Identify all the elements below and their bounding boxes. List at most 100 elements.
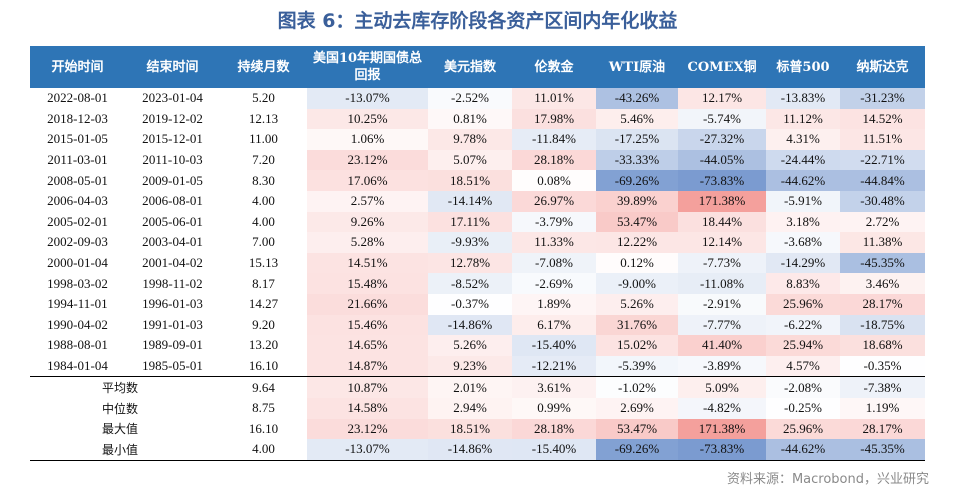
column-header: 纳斯达克: [840, 46, 925, 88]
table-cell: -9.00%: [596, 273, 678, 294]
table-cell: 5.07%: [428, 149, 512, 171]
table-cell: 10.25%: [307, 108, 428, 130]
table-cell: 28.17%: [840, 418, 925, 440]
table-cell: -5.91%: [766, 190, 840, 212]
table-cell: 17.06%: [307, 170, 428, 191]
table-cell: 5.26%: [596, 293, 678, 315]
table-cell: 39.89%: [596, 190, 678, 212]
table-cell: 9.64: [220, 376, 307, 398]
table-cell: 1994-11-01: [47, 296, 108, 312]
table-cell: -13.07%: [307, 88, 428, 109]
table-cell: -2.08%: [766, 376, 840, 398]
table-cell: -73.83%: [678, 170, 766, 191]
column-header: WTI原油: [596, 46, 678, 88]
table-row: 1988-08-01 1989-09-01 13.20 14.65% 5.26% -15.…: [30, 335, 925, 356]
table-cell: -69.26%: [596, 439, 678, 461]
table-cell: -43.26%: [596, 88, 678, 109]
table-cell: -7.08%: [512, 252, 596, 274]
table-cell: 16.10: [248, 358, 279, 374]
table-cell: -0.35%: [840, 355, 925, 377]
table-cell: 14.27: [248, 296, 279, 312]
table-cell: -73.83%: [678, 439, 766, 461]
column-header: COMEX铜: [678, 46, 766, 88]
table-cell: -7.38%: [840, 376, 925, 398]
table-cell: -13.07%: [307, 439, 428, 461]
table-cell: 9.23%: [428, 355, 512, 377]
table-cell: 2018-12-03: [47, 110, 108, 126]
table-row: 2011-03-01 2011-10-03 7.20 23.12% 5.07% 28.18…: [30, 149, 925, 171]
table-cell: 1988-08-01: [47, 337, 108, 353]
table-cell: -14.29%: [766, 252, 840, 274]
table-cell: 18.44%: [678, 211, 766, 233]
table-row: 2006-04-03 2006-08-01 4.00 2.57% -14.14% 26.9…: [30, 190, 925, 212]
table-cell: 17.98%: [512, 108, 596, 130]
table-cell: 4.57%: [766, 355, 840, 377]
table-cell: -30.48%: [840, 190, 925, 212]
table-cell: -5.74%: [678, 108, 766, 130]
table-cell: 12.17%: [678, 88, 766, 109]
summary-row: 中位数 8.75 14.58% 2.94% 0.99% 2.69% -4.82% -0.25%…: [30, 397, 925, 419]
table-cell: 4.00: [252, 213, 275, 229]
table-cell: 2.94%: [428, 397, 512, 419]
table-cell: 2023-01-04: [142, 90, 203, 106]
table-cell: 12.22%: [596, 232, 678, 253]
table-row: 1994-11-01 1996-01-03 14.27 21.66% -0.37% 1.8…: [30, 293, 925, 315]
summary-label: 平均数: [30, 376, 220, 398]
table-cell: 26.97%: [512, 190, 596, 212]
table-cell: 171.38%: [678, 418, 766, 440]
table-cell: -18.75%: [840, 314, 925, 336]
table-cell: 2006-04-03: [47, 193, 108, 209]
table-cell: 11.38%: [840, 232, 925, 253]
table-cell: 2005-06-01: [142, 213, 203, 229]
table-row: 2000-01-04 2001-04-02 15.13 14.51% 12.78% -7.…: [30, 252, 925, 274]
table-cell: -14.86%: [428, 439, 512, 461]
table-cell: 25.96%: [766, 418, 840, 440]
column-header: 开始时间: [30, 46, 125, 88]
table-cell: 11.33%: [512, 232, 596, 253]
table-cell: 21.66%: [307, 293, 428, 315]
table-cell: 23.12%: [307, 149, 428, 171]
table-row: 2022-08-01 2023-01-04 5.20 -13.07% -2.52% 11.…: [30, 88, 925, 109]
table-cell: -3.89%: [678, 355, 766, 377]
table-cell: 2011-03-01: [47, 152, 108, 168]
table-row: 2015-01-05 2015-12-01 11.00 1.06% 9.78% -11.8…: [30, 129, 925, 150]
table-cell: -8.52%: [428, 273, 512, 294]
table-cell: 2019-12-02: [142, 110, 203, 126]
table-cell: 14.51%: [307, 252, 428, 274]
table-cell: 18.51%: [428, 418, 512, 440]
table-cell: -69.26%: [596, 170, 678, 191]
table-cell: 3.46%: [840, 273, 925, 294]
table-cell: 2022-08-01: [47, 90, 108, 106]
table-row: 2005-02-01 2005-06-01 4.00 9.26% 17.11% -3.79…: [30, 211, 925, 233]
table-cell: -31.23%: [840, 88, 925, 109]
table-cell: 2.69%: [596, 397, 678, 419]
table-cell: 15.46%: [307, 314, 428, 336]
summary-row: 最大值 16.10 23.12% 18.51% 28.18% 53.47% 171.38% 2…: [30, 418, 925, 440]
column-header: 标普500: [766, 46, 840, 88]
table-cell: -2.91%: [678, 293, 766, 315]
table-cell: 7.20: [252, 152, 275, 168]
table-cell: 2003-04-01: [142, 234, 203, 250]
table-cell: 5.46%: [596, 108, 678, 130]
table-cell: -27.32%: [678, 129, 766, 150]
table-cell: 11.12%: [766, 108, 840, 130]
table-cell: 12.13: [248, 110, 279, 126]
table-cell: 11.00: [249, 131, 278, 147]
summary-row: 平均数 9.64 10.87% 2.01% 3.61% -1.02% 5.09% -2.08%…: [30, 376, 925, 398]
table-cell: 2002-09-03: [47, 234, 108, 250]
table-cell: 2008-05-01: [47, 172, 108, 188]
table-cell: 25.94%: [766, 335, 840, 356]
table-cell: 0.81%: [428, 108, 512, 130]
table-cell: -33.33%: [596, 149, 678, 171]
table-cell: 2000-01-04: [47, 255, 108, 271]
table-cell: -24.44%: [766, 149, 840, 171]
table-cell: 9.78%: [428, 129, 512, 150]
table-cell: 31.76%: [596, 314, 678, 336]
table-cell: 1.06%: [307, 129, 428, 150]
table-cell: 1998-03-02: [47, 275, 108, 291]
table-cell: -7.77%: [678, 314, 766, 336]
table-row: 1984-01-04 1985-05-01 16.10 14.87% 9.23% -12.…: [30, 355, 925, 377]
table-cell: -2.69%: [512, 273, 596, 294]
table-cell: -6.22%: [766, 314, 840, 336]
table-cell: 28.17%: [840, 293, 925, 315]
